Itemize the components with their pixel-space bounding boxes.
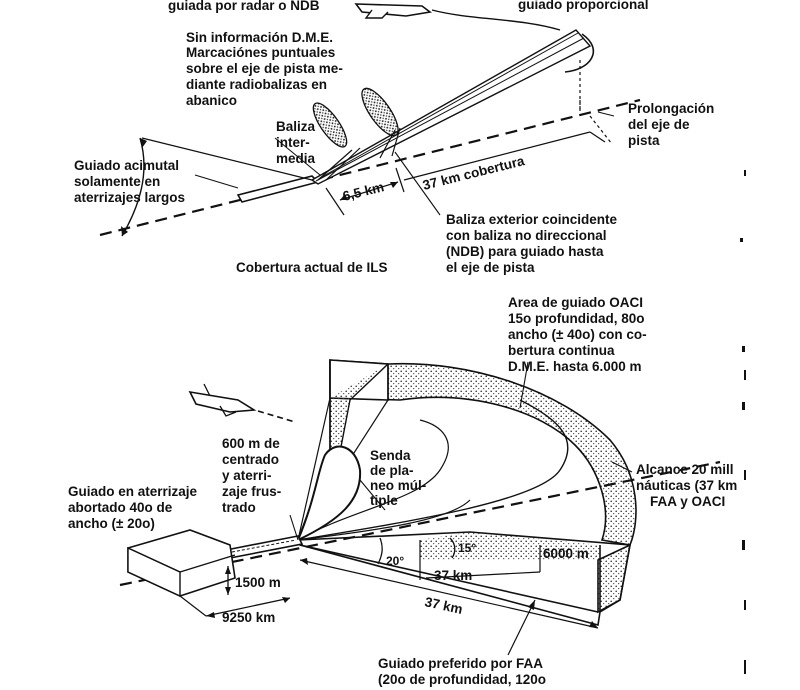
svg-text:con baliza no direccional: con baliza no direccional bbox=[446, 228, 607, 243]
svg-text:ancho (± 20o): ancho (± 20o) bbox=[68, 516, 155, 531]
label-37-km-coverage: 37 km cobertura bbox=[421, 153, 526, 193]
svg-text:Prolongación: Prolongación bbox=[628, 101, 714, 116]
svg-text:diante radiobalizas en: diante radiobalizas en bbox=[186, 77, 327, 92]
svg-text:aterrizajes largos: aterrizajes largos bbox=[74, 190, 185, 205]
label-oaci-area: Area de guiado OACI 15o profundidad, 80o… bbox=[508, 295, 647, 374]
svg-text:D.M.E. hasta 6.000 m: D.M.E. hasta 6.000 m bbox=[508, 359, 642, 374]
label-azimuth-guidance: Guiado acimutal solamente en aterrizajes… bbox=[74, 158, 185, 205]
label-proportional-guidance: guiado proporcional bbox=[518, 0, 649, 12]
svg-text:Guiado acimutal: Guiado acimutal bbox=[74, 158, 179, 173]
aircraft-bottom-icon bbox=[188, 383, 296, 423]
svg-text:trado: trado bbox=[222, 500, 256, 515]
svg-text:solamente en: solamente en bbox=[74, 174, 160, 189]
runway-top bbox=[236, 175, 320, 203]
svg-text:Marcaciónes puntuales: Marcaciónes puntuales bbox=[186, 45, 335, 60]
svg-text:Sin información D.M.E.: Sin información D.M.E. bbox=[186, 30, 333, 45]
svg-text:inter-: inter- bbox=[276, 135, 310, 150]
svg-text:15o profundidad, 80o: 15o profundidad, 80o bbox=[508, 311, 645, 326]
svg-text:pista: pista bbox=[628, 133, 660, 148]
label-centering: 600 m de centrado y aterri- zaje frus- t… bbox=[222, 436, 281, 515]
label-6000-m: 6000 m bbox=[543, 546, 589, 561]
middle-marker-lobe-icon bbox=[312, 102, 348, 148]
svg-text:del eje de: del eje de bbox=[628, 117, 690, 132]
runway-centerline-top bbox=[99, 98, 641, 237]
svg-text:media: media bbox=[276, 151, 316, 166]
svg-text:600 m de: 600 m de bbox=[222, 436, 280, 451]
svg-text:y aterri-: y aterri- bbox=[222, 468, 272, 483]
svg-text:abortado 40o de: abortado 40o de bbox=[68, 500, 173, 515]
svg-text:centrado: centrado bbox=[222, 452, 279, 467]
label-range: Alcance 20 mill náuticas (37 km FAA y OA… bbox=[636, 462, 737, 509]
svg-text:FAA y OACI: FAA y OACI bbox=[650, 494, 725, 509]
svg-text:Senda: Senda bbox=[370, 448, 411, 463]
svg-text:(NDB) para guiado hasta: (NDB) para guiado hasta bbox=[446, 244, 604, 259]
label-37-km-inner: 37 km bbox=[434, 568, 472, 583]
svg-text:náuticas (37 km: náuticas (37 km bbox=[636, 478, 737, 493]
svg-text:ancho (± 40o) con co-: ancho (± 40o) con co- bbox=[508, 327, 647, 342]
svg-text:abanico: abanico bbox=[186, 93, 237, 108]
svg-text:Baliza: Baliza bbox=[276, 119, 316, 134]
svg-text:Alcance 20 mill: Alcance 20 mill bbox=[636, 462, 734, 477]
label-angle-15: 15° bbox=[458, 541, 476, 555]
svg-text:tiple: tiple bbox=[370, 493, 398, 508]
svg-text:Area de guiado OACI: Area de guiado OACI bbox=[508, 295, 643, 310]
azimuth-arc-top bbox=[121, 137, 145, 237]
scan-edge-marks bbox=[740, 170, 746, 674]
label-middle-marker: Baliza inter- media bbox=[276, 119, 316, 166]
label-angle-20: 20° bbox=[386, 554, 404, 568]
svg-text:neo múl-: neo múl- bbox=[370, 478, 426, 493]
svg-text:de pla-: de pla- bbox=[370, 463, 414, 478]
label-no-dme: Sin información D.M.E. Marcaciónes puntu… bbox=[186, 30, 343, 108]
label-outer-marker: Baliza exterior coincidente con baliza n… bbox=[446, 212, 618, 275]
svg-text:bertura continua: bertura continua bbox=[508, 343, 615, 358]
svg-text:(20o de profundidad, 120o: (20o de profundidad, 120o bbox=[378, 672, 546, 687]
label-6-5-km: 6,5 km bbox=[341, 179, 385, 204]
svg-text:Guiado en aterrizaje: Guiado en aterrizaje bbox=[68, 484, 198, 499]
label-1500-m: 1500 m bbox=[235, 575, 281, 590]
label-multiple-glide: Senda de pla- neo múl- tiple bbox=[370, 448, 426, 508]
svg-text:Guiado preferido por FAA: Guiado preferido por FAA bbox=[378, 656, 543, 671]
label-37-km-outer: 37 km bbox=[423, 594, 464, 617]
svg-text:el eje de pista: el eje de pista bbox=[446, 260, 535, 275]
svg-text:sobre el eje de pista me-: sobre el eje de pista me- bbox=[186, 61, 343, 76]
glide-path-lobe bbox=[296, 445, 362, 543]
caption-ils: Cobertura actual de ILS bbox=[236, 260, 388, 275]
label-aborted-landing: Guiado en aterrizaje abortado 40o de anc… bbox=[68, 484, 198, 531]
label-centerline-extension: Prolongación del eje de pista bbox=[628, 101, 714, 148]
runway-bottom bbox=[224, 535, 304, 559]
label-faa-preferred: Guiado preferido por FAA (20o de profund… bbox=[378, 656, 546, 687]
label-9250-km: 9250 km bbox=[222, 610, 275, 625]
label-radar-ndb: guiada por radar o NDB bbox=[168, 0, 320, 13]
outer-marker-lobe-icon bbox=[361, 87, 399, 137]
svg-text:Baliza exterior coincidente: Baliza exterior coincidente bbox=[446, 212, 618, 227]
svg-text:zaje frus-: zaje frus- bbox=[222, 484, 281, 499]
aircraft-top-icon bbox=[354, 3, 561, 31]
